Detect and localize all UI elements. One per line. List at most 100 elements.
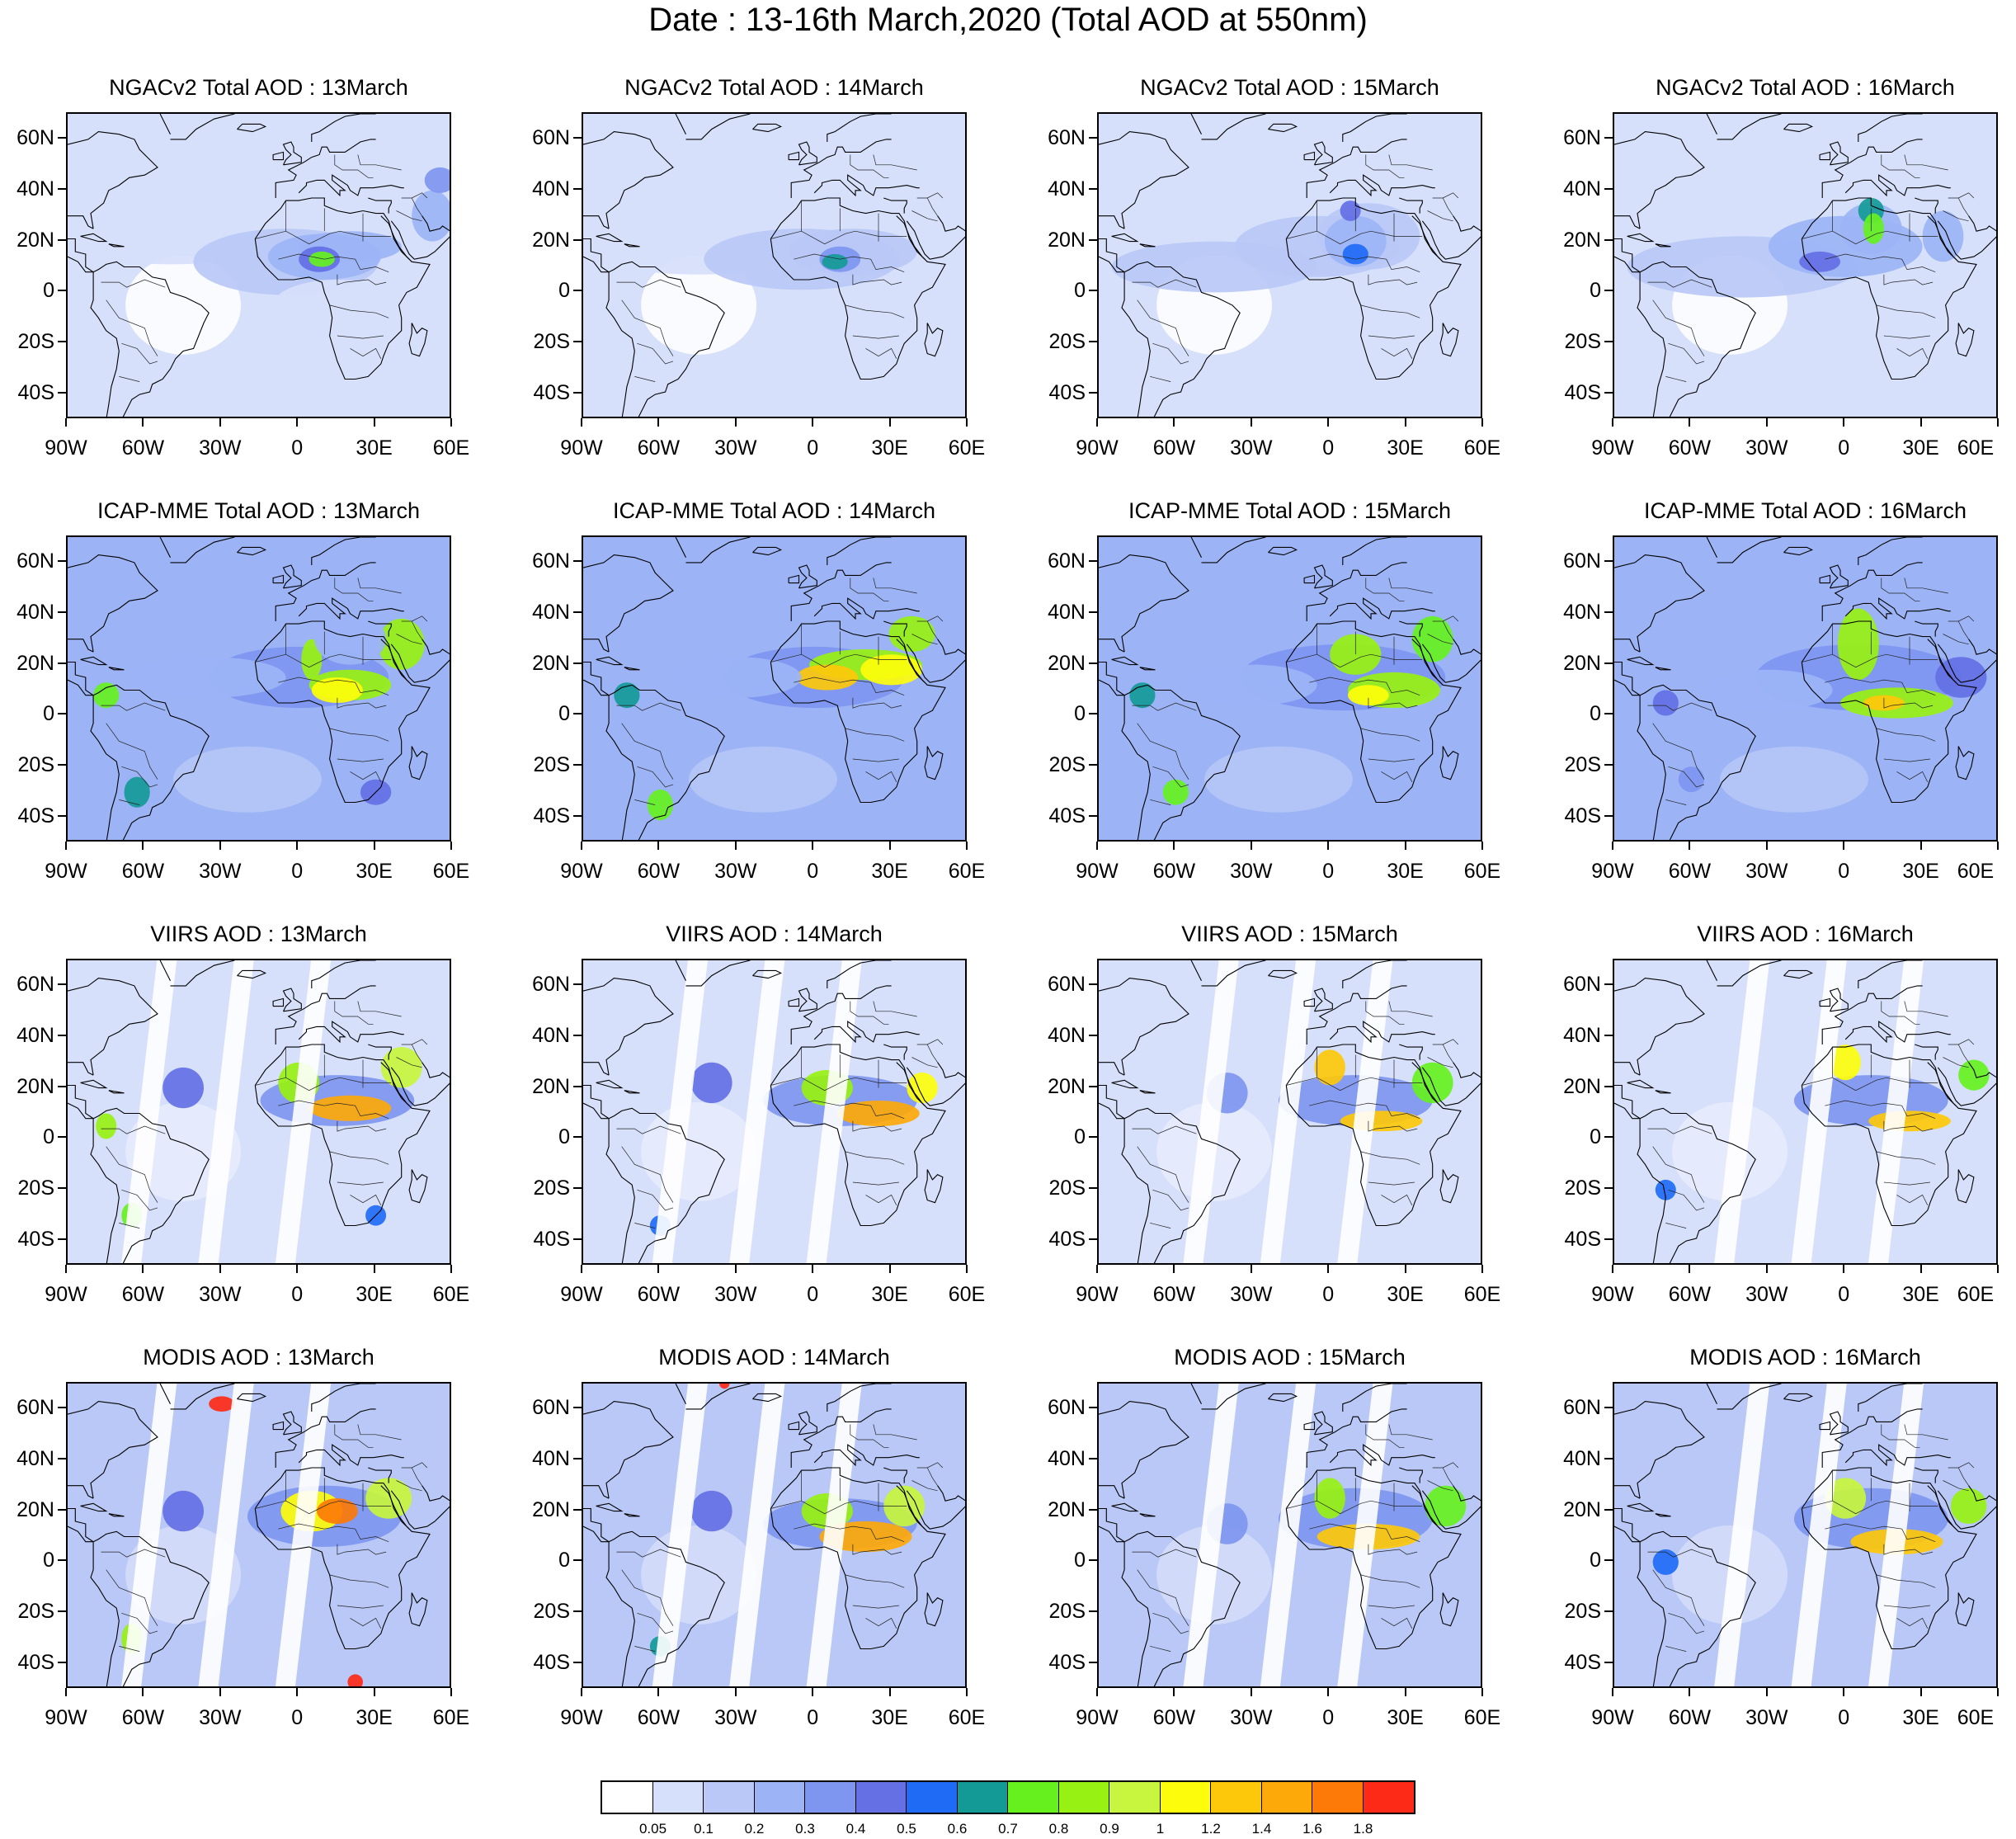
- coastline: [1968, 1485, 1996, 1502]
- coastline: [583, 1507, 725, 1686]
- country-border: [401, 1039, 428, 1045]
- lat-tick: [573, 1085, 582, 1087]
- coastline: [906, 1490, 965, 1530]
- coastline: [1801, 1467, 1977, 1650]
- country-border: [119, 799, 140, 805]
- lat-tick: [573, 341, 582, 343]
- swath-gap: [806, 960, 862, 1263]
- coastline: [282, 141, 302, 166]
- lat-tick: [1089, 392, 1097, 394]
- country-border: [329, 728, 389, 742]
- coastline: [1201, 537, 1266, 563]
- country-border: [121, 1189, 158, 1211]
- coastline: [80, 1502, 108, 1512]
- coastline: [380, 1062, 410, 1106]
- country-border: [334, 154, 374, 178]
- coastline: [1614, 1401, 1705, 1499]
- country-border: [1948, 192, 1975, 199]
- coastline: [770, 1467, 946, 1650]
- coastline: [788, 574, 800, 584]
- lon-tick: [581, 1688, 582, 1696]
- lon-tick-label: 30E: [1902, 860, 1939, 883]
- lat-tick-label: 20S: [533, 1600, 570, 1624]
- coastline: [1201, 960, 1266, 987]
- coastline: [68, 554, 158, 653]
- coastline: [685, 114, 751, 140]
- aod-plume: [313, 613, 387, 665]
- lat-tick: [1089, 290, 1097, 292]
- coastline: [624, 1513, 640, 1517]
- country-border: [101, 279, 166, 288]
- coastline: [937, 1485, 965, 1502]
- lat-tick: [1604, 341, 1613, 343]
- country-border: [1957, 1467, 1969, 1486]
- country-border: [1881, 1424, 1920, 1448]
- lat-tick: [1089, 713, 1097, 715]
- lon-tick-label: 30W: [714, 436, 757, 460]
- lat-tick-label: 60N: [1048, 549, 1086, 573]
- country-border: [1665, 376, 1687, 382]
- coastline: [1268, 123, 1298, 133]
- lon-tick: [1404, 1265, 1406, 1273]
- coastline: [752, 546, 783, 556]
- coastline: [583, 215, 610, 229]
- coastline: [237, 546, 267, 556]
- lat-tick: [573, 713, 582, 715]
- coastline: [596, 233, 624, 243]
- aod-plume: [1958, 1059, 1990, 1091]
- coastline: [1614, 131, 1705, 229]
- colorbar-level-label: 1.6: [1302, 1821, 1322, 1837]
- coastline: [1303, 997, 1316, 1007]
- aod-plume: [124, 776, 150, 808]
- country-border: [865, 1617, 897, 1629]
- aod-plume: [673, 657, 802, 698]
- lat-tick: [1089, 238, 1097, 241]
- lon-tick-label: 0: [807, 860, 819, 883]
- colorbar-level-label: 1.2: [1201, 1821, 1221, 1837]
- coastline: [1955, 1169, 1975, 1204]
- lat-tick-label: 20N: [532, 1074, 570, 1098]
- lon-tick: [1689, 418, 1691, 427]
- lon-tick: [1997, 418, 1999, 427]
- lon-tick: [966, 418, 968, 427]
- colorbar-swatch: [1160, 1782, 1211, 1813]
- colorbar-swatch: [1008, 1782, 1059, 1813]
- lat-tick: [1604, 611, 1613, 613]
- lon-tick-label: 60W: [637, 1706, 681, 1729]
- coastline: [1627, 1079, 1655, 1089]
- coastline: [1844, 1444, 1951, 1467]
- aod-map-icap-mme-14march: [582, 535, 967, 842]
- country-border: [634, 376, 656, 382]
- coastline: [1937, 220, 1996, 260]
- country-border: [357, 154, 402, 171]
- colorbar-swatch: [1363, 1782, 1414, 1813]
- coastline: [583, 554, 674, 653]
- lon-tick: [1096, 418, 1098, 427]
- lat-tick: [573, 1662, 582, 1664]
- coastline: [1139, 243, 1156, 248]
- country-border: [794, 677, 905, 696]
- coastline: [282, 988, 302, 1012]
- coastline: [1190, 114, 1202, 134]
- lat-tick: [1089, 662, 1097, 664]
- coastline: [282, 1411, 302, 1436]
- lat-tick: [1604, 815, 1613, 818]
- lon-tick: [1173, 1688, 1175, 1696]
- coastline: [311, 1384, 376, 1412]
- country-border: [850, 154, 889, 178]
- country-border: [794, 1523, 905, 1543]
- coastline: [275, 562, 376, 621]
- coastline: [1627, 233, 1655, 243]
- coastline: [1858, 537, 1923, 565]
- lat-tick-label: 40S: [1564, 1228, 1601, 1252]
- coastline: [422, 639, 450, 655]
- lat-tick: [1604, 187, 1613, 190]
- coastline: [1927, 215, 1957, 260]
- lon-tick: [450, 1265, 452, 1273]
- aod-plume: [1652, 690, 1679, 716]
- colorbar-level-label: 0.1: [694, 1821, 714, 1837]
- country-border: [334, 578, 374, 601]
- coastline: [896, 1485, 926, 1530]
- aod-plume: [1411, 615, 1453, 663]
- lat-tick: [58, 1187, 66, 1190]
